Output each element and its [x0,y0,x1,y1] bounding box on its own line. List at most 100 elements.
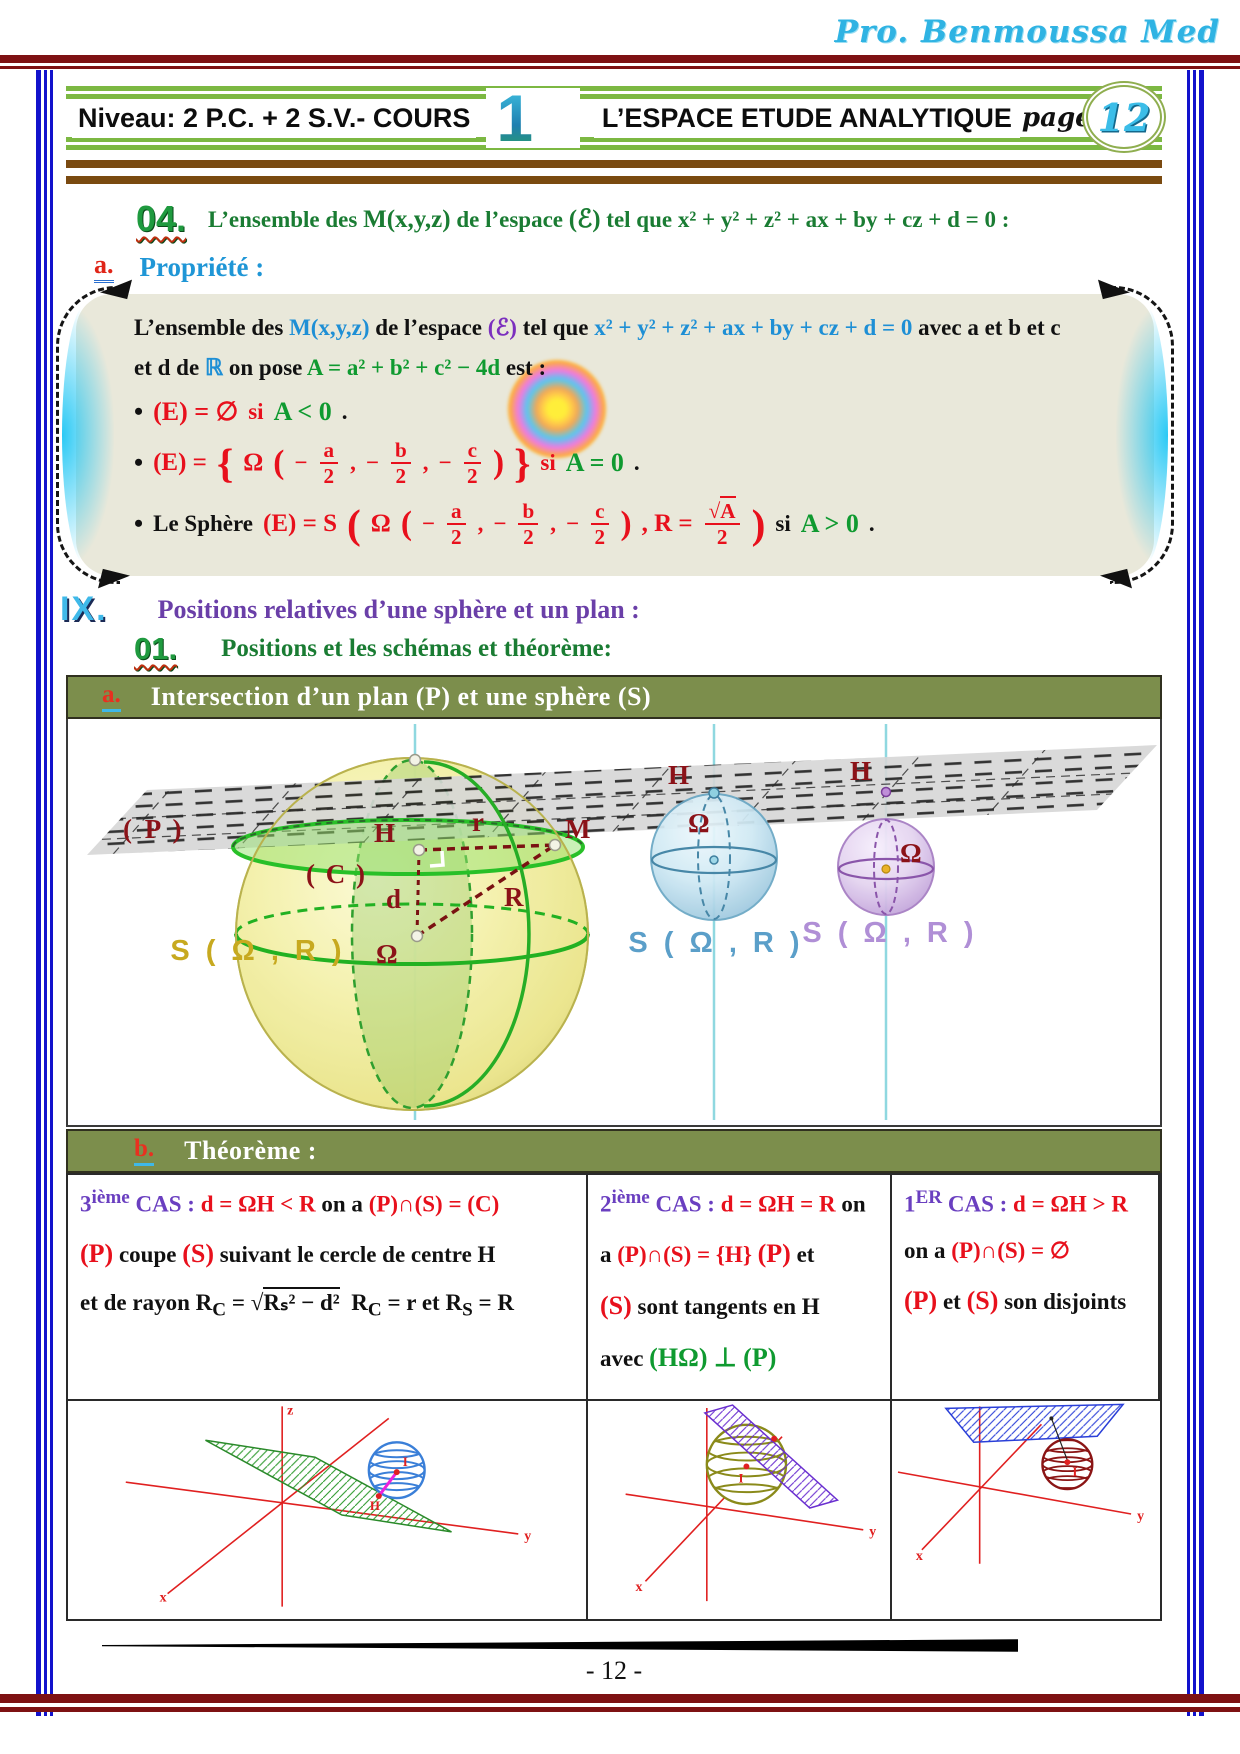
case-word: CAS : [655,1191,715,1217]
plane-symbol: (P) [904,1286,938,1316]
circle-C [231,818,585,876]
case-condition: d = ΩH = R [720,1191,836,1217]
radius-segments [415,843,556,938]
radicand: A [720,495,736,523]
y-axis-label: y [1137,1509,1144,1524]
math-espace: (ℰ) [487,315,517,340]
denominator: 2 [451,524,462,549]
sphere-blue-name: S ( Ω , R ) [628,927,803,959]
author-signature: Pro. Benmoussa Med [834,14,1220,50]
case3-line2: (P) coupe (S) suivant le cercle de centr… [80,1233,576,1275]
minus-sign: − [421,510,436,536]
text: sont tangents en H [637,1294,820,1320]
x-axis-label: x [160,1591,167,1606]
text: . [633,450,640,476]
I-label: I [1072,1464,1077,1479]
property-line-1: L’ensemble des M(x,y,z) de l’espace (ℰ) … [134,310,1124,346]
denominator: 2 [594,524,606,549]
theorem-table: 3ième CAS : d = ΩH < R on a (P)∩(S) = (C… [66,1173,1162,1621]
blue-sphere [650,787,778,921]
sphere-symbol: (S) [617,682,652,711]
condition-zero: A = 0 [565,448,624,478]
radicand: Rₛ² − d² [263,1287,340,1316]
main-diagram-panel: ( P ) ( C ) H r M d R Ω H Ω H Ω S ( Ω , … [66,719,1162,1127]
text: et de rayon [80,1290,190,1316]
brace-open: { [216,440,234,487]
denominator: 2 [523,524,534,549]
header-band: Niveau: 2 P.C. + 2 S.V.- COURS 10 L’ESPA… [66,81,1166,153]
plane-symbol: (P) [757,1239,791,1269]
numerator: b [518,499,539,525]
text: L’ensemble des [134,315,284,340]
case-ordinal: ER [915,1187,943,1208]
text: tel que [606,207,673,232]
property-line-2: et d de ℝ on pose A = a² + b² + c² − 4d … [134,350,1124,386]
text: on [841,1191,866,1217]
text: avec a et b et c [918,315,1061,340]
page-number: 12 [1097,94,1151,140]
propriete-title: Propriété : [139,251,265,282]
point-H-label: H [374,818,395,848]
point-I [743,1463,750,1470]
formula-E-S: (E) = S [263,509,337,537]
text: . [341,399,348,425]
text: = R [478,1290,514,1316]
footer-page-number: - 12 - [585,1656,643,1685]
text: et [942,1289,961,1315]
minus-sign: − [365,450,379,476]
case2-line3: (S) sont tangents en H [600,1285,880,1327]
paren-open: ( [273,444,285,482]
figure-plane-disjoint-sphere: x y I [897,1403,1144,1564]
point-H [375,1493,382,1500]
I-label: I [403,1454,408,1469]
brace-close: } [514,440,531,487]
top-rule [0,55,1240,70]
case-number: 3 [80,1191,92,1217]
roman-number: IX. [60,590,108,628]
page-content: Niveau: 2 P.C. + 2 S.V.- COURS 10 L’ESPA… [56,81,1174,1686]
minus-sign: − [493,510,507,536]
sphere-plane-diagram: ( P ) ( C ) H r M d R Ω H Ω H Ω S ( Ω , … [87,724,1157,1120]
page-number-badge: 12 [1082,81,1166,153]
condition-negative: A < 0 [273,397,332,427]
bar-title: Théorème : [184,1136,317,1165]
case-word: CAS : [135,1191,195,1217]
section-number: 04. [136,198,187,239]
subsection-number: 01. [134,631,178,666]
point-I [393,1469,400,1476]
point-H2-label: H [668,760,689,790]
case1-cell: 1ER CAS : d = ΩH > R on a (P)∩(S) = ∅ (P… [892,1175,1160,1399]
case-ordinal: ième [91,1187,130,1208]
sqrt-icon: √ [250,1290,264,1316]
propriete-heading: a. Propriété : [66,250,1162,284]
case1-line1: 1ER CAS : d = ΩH > R [904,1183,1148,1223]
point-H3-label: H [850,756,871,786]
numerator: √A [704,495,740,525]
case-empty-set: • (E) = ∅ si A < 0 . [134,397,1124,427]
subsection-01-heading: 01. Positions et les schémas et théorème… [66,631,1162,667]
section-04-heading: 04. L’ensemble des M(x,y,z) de l’espace … [66,196,1162,242]
denominator: 2 [466,464,478,489]
comma: , [550,510,556,536]
text: de l’espace [375,315,482,340]
text: est : [505,354,547,380]
bullet-icon: • [134,397,144,427]
center-omega3-label: Ω [900,838,922,868]
bar-intersection: a. Intersection d’un plan (P) et une sph… [66,675,1162,719]
text: son disjoints [1004,1289,1127,1315]
diagram-points [408,753,562,943]
numerator: a [319,439,339,465]
text: et [796,1242,815,1268]
bar-theoreme: b. Théorème : [66,1129,1162,1173]
case-ordinal: ième [611,1187,650,1208]
radius-R-label: R [504,882,524,912]
meridian-solid [423,760,531,1108]
case2-line2: a (P)∩(S) = {H} (P) et [600,1233,880,1275]
z-axis-label: z [287,1403,293,1418]
condition-positive: A > 0 [800,508,859,538]
comma: , [477,510,484,536]
